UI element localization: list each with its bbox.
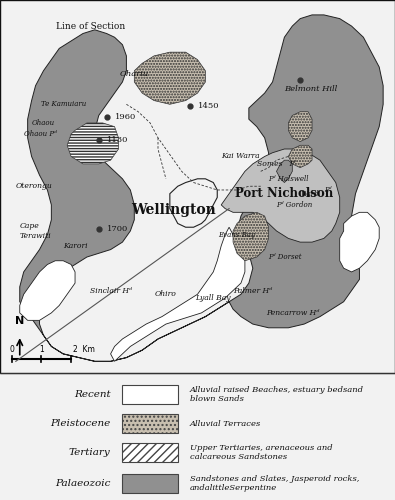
Text: Wellington: Wellington bbox=[132, 204, 216, 218]
Text: Karori: Karori bbox=[63, 242, 87, 250]
Polygon shape bbox=[20, 261, 75, 320]
FancyBboxPatch shape bbox=[122, 444, 178, 462]
Polygon shape bbox=[134, 52, 205, 104]
Text: Oterongu: Oterongu bbox=[16, 182, 53, 190]
Text: Ohaou Pᵈ: Ohaou Pᵈ bbox=[24, 130, 56, 138]
Text: Pᵈ Halswell: Pᵈ Halswell bbox=[269, 175, 309, 183]
Text: 1960: 1960 bbox=[115, 114, 136, 122]
Text: Ward: Ward bbox=[300, 190, 319, 198]
Text: Cape
Terawiti: Cape Terawiti bbox=[20, 222, 51, 240]
Text: 2  Km: 2 Km bbox=[73, 345, 95, 354]
Text: Pᵈ Dorset: Pᵈ Dorset bbox=[269, 253, 302, 261]
Text: Pᵈ Gordon: Pᵈ Gordon bbox=[276, 201, 313, 209]
Polygon shape bbox=[67, 123, 118, 164]
Text: Kai Warra: Kai Warra bbox=[221, 152, 260, 160]
Text: Pencarrow Hᵈ: Pencarrow Hᵈ bbox=[266, 309, 319, 317]
Text: Alluvial Terraces: Alluvial Terraces bbox=[190, 420, 261, 428]
FancyBboxPatch shape bbox=[122, 474, 178, 493]
Text: Sandstones and Slates, Jasperoid rocks,
andalittleSerpentine: Sandstones and Slates, Jasperoid rocks, … bbox=[190, 475, 359, 492]
Text: Belmont Hill: Belmont Hill bbox=[284, 86, 338, 94]
Polygon shape bbox=[276, 160, 292, 182]
Text: Somes   Iᵈ: Somes Iᵈ bbox=[257, 160, 296, 168]
Text: Port Nicholson: Port Nicholson bbox=[235, 187, 333, 200]
Polygon shape bbox=[340, 212, 379, 272]
Text: Te Kamuiaru: Te Kamuiaru bbox=[41, 100, 86, 108]
Text: 1: 1 bbox=[39, 345, 44, 354]
Text: Recent: Recent bbox=[74, 390, 111, 398]
Text: 0: 0 bbox=[9, 345, 14, 354]
Text: Sinclair Hᵈ: Sinclair Hᵈ bbox=[90, 286, 132, 294]
Text: Palmer Hᵈ: Palmer Hᵈ bbox=[233, 286, 273, 294]
Text: N: N bbox=[15, 316, 24, 326]
Text: Ohariu: Ohariu bbox=[120, 70, 149, 78]
Polygon shape bbox=[111, 227, 249, 362]
Text: Ohaou: Ohaou bbox=[32, 119, 55, 127]
Text: Pᵈ: Pᵈ bbox=[324, 186, 331, 194]
Polygon shape bbox=[221, 149, 340, 242]
Text: Lyall Bay: Lyall Bay bbox=[196, 294, 231, 302]
Text: 1130: 1130 bbox=[107, 136, 128, 143]
Text: Evans Bay: Evans Bay bbox=[218, 230, 256, 238]
Text: Upper Tertiaries, arenaceous and
calcareous Sandstones: Upper Tertiaries, arenaceous and calcare… bbox=[190, 444, 332, 462]
Text: 1700: 1700 bbox=[107, 225, 128, 233]
FancyBboxPatch shape bbox=[122, 384, 178, 404]
Text: Tertiary: Tertiary bbox=[69, 448, 111, 458]
Text: Line of Section: Line of Section bbox=[56, 22, 126, 30]
Polygon shape bbox=[288, 146, 312, 168]
Polygon shape bbox=[288, 112, 312, 142]
Text: 1450: 1450 bbox=[198, 102, 219, 110]
Text: Palaeozoic: Palaeozoic bbox=[55, 479, 111, 488]
Polygon shape bbox=[233, 212, 269, 261]
Text: Pleistocene: Pleistocene bbox=[50, 419, 111, 428]
Polygon shape bbox=[20, 15, 383, 362]
Text: Alluvial raised Beaches, estuary bedsand
blown Sands: Alluvial raised Beaches, estuary bedsand… bbox=[190, 386, 364, 403]
Text: Ohiro: Ohiro bbox=[155, 290, 177, 298]
FancyBboxPatch shape bbox=[122, 414, 178, 433]
